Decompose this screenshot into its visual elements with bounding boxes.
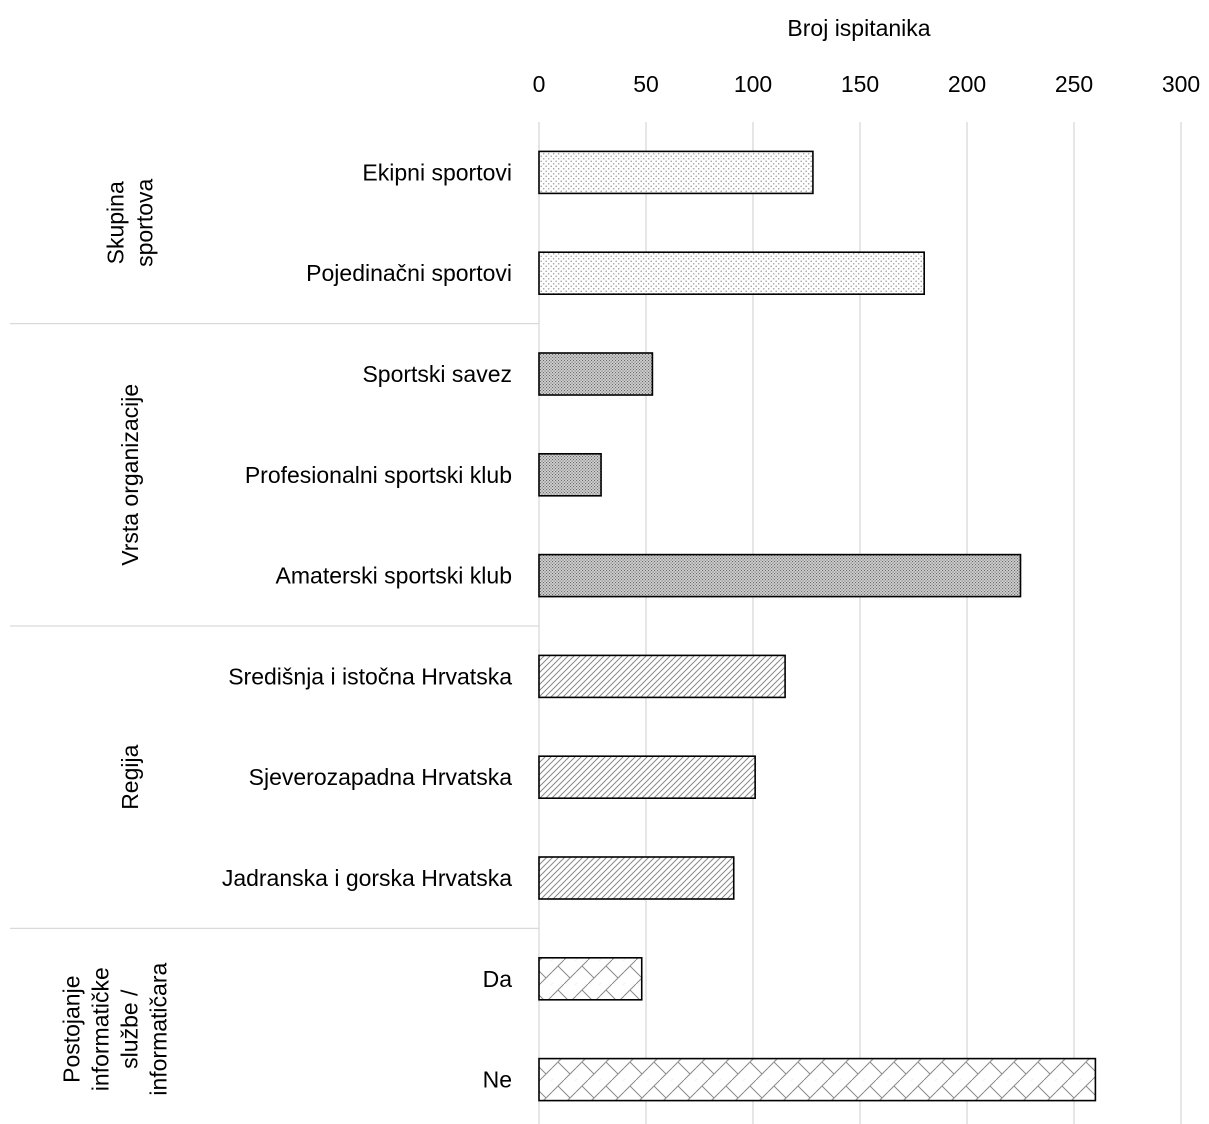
x-tick-label: 150	[841, 71, 879, 97]
bar	[538, 452, 602, 497]
bar	[538, 150, 814, 195]
bar	[538, 352, 654, 396]
category-label: Središnja i istočna Hrvatska	[228, 663, 512, 689]
group-label-line: Postojanje	[59, 975, 85, 1082]
group-dividers	[10, 322, 539, 930]
bar	[538, 1057, 1097, 1102]
x-tick-label: 50	[633, 71, 659, 97]
bar	[538, 856, 735, 900]
x-tick-label: 200	[948, 71, 986, 97]
group-label-line: Vrsta organizacije	[117, 384, 143, 566]
group-label-line: Skupina	[103, 181, 129, 264]
group-label-line: sportova	[132, 178, 158, 266]
x-tick-label: 250	[1055, 71, 1093, 97]
group-label: Skupina sportova	[103, 178, 158, 266]
bar	[538, 654, 786, 699]
group-label-line: informatičara	[146, 963, 172, 1096]
group-label-line: službe /	[117, 989, 143, 1069]
category-label: Profesionalni sportski klub	[245, 462, 512, 488]
bar	[538, 956, 643, 1001]
group-label: Regija	[117, 744, 143, 809]
bar	[538, 553, 1022, 598]
x-tick-label: 100	[734, 71, 772, 97]
category-label: Sjeverozapadna Hrvatska	[249, 764, 513, 790]
x-tick-label: 300	[1162, 71, 1200, 97]
category-label: Da	[483, 966, 513, 992]
bars	[538, 150, 1097, 1102]
x-tick-label: 0	[533, 71, 546, 97]
x-axis-title: Broj ispitanika	[787, 15, 930, 41]
group-label: Postojanje informatičke službe / informatič…	[59, 963, 172, 1096]
category-label: Sportski savez	[362, 361, 512, 387]
category-label: Ne	[483, 1067, 512, 1093]
group-label-line: Regija	[117, 744, 143, 809]
category-label: Ekipni sportovi	[362, 159, 512, 185]
category-label: Amaterski sportski klub	[276, 563, 512, 589]
labels: Broj ispitanika 0 50 100 150 200 250 300 Ekipni…	[59, 15, 1201, 1096]
category-label: Pojedinačni sportovi	[306, 260, 512, 286]
bar	[538, 251, 926, 295]
group-label: Vrsta organizacije	[117, 384, 143, 566]
category-label: Jadranska i gorska Hrvatska	[222, 865, 512, 891]
group-label-line: informatičke	[88, 967, 114, 1091]
bar	[538, 755, 756, 800]
